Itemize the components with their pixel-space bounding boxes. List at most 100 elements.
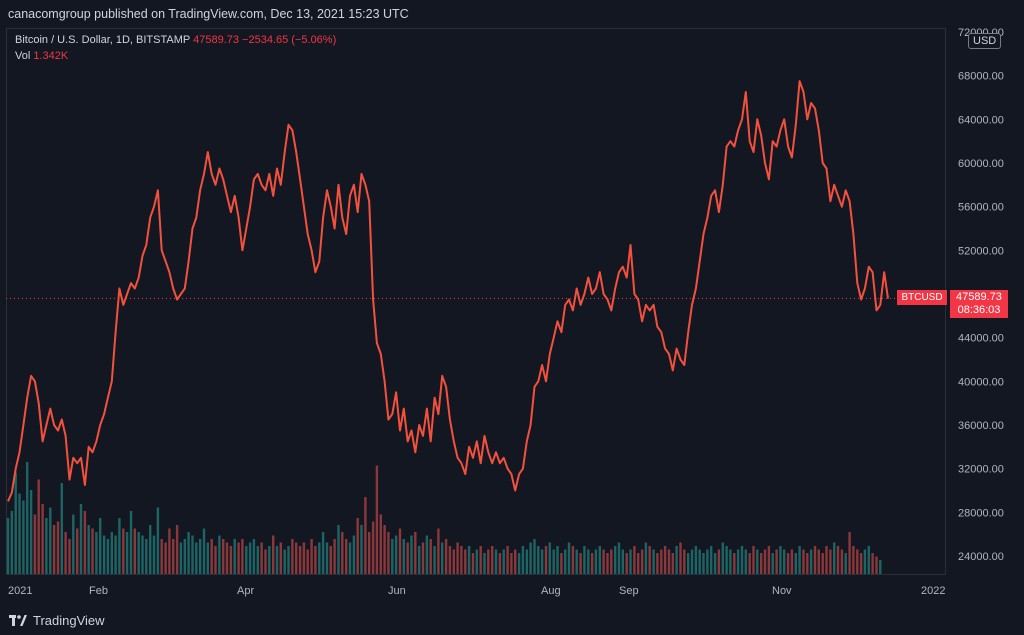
volume-bar [29,490,33,574]
volume-bar [452,549,455,574]
volume-bar [233,539,236,574]
legend-volume-row: Vol 1.342K [15,50,68,62]
legend-price: 47589.73 [193,34,239,46]
volume-bar [483,553,486,574]
volume-bar [33,514,37,574]
volume-bar [560,553,563,574]
volume-bar [172,539,175,574]
volume-bar [164,542,167,574]
volume-bar [272,535,275,574]
volume-bar [76,528,79,574]
x-tick-label: 2021 [8,585,32,597]
volume-bar [590,553,594,574]
volume-bar [329,546,332,574]
volume-bar [863,549,867,574]
volume-bar [175,525,179,574]
legend-symbol-row: Bitcoin / U.S. Dollar, 1D, BITSTAMP 4758… [15,34,336,46]
volume-bar [414,532,417,574]
volume-bar [579,553,582,574]
volume-bar [690,549,694,574]
volume-bar [402,539,405,574]
volume-bar [425,535,429,574]
volume-bar [491,546,494,574]
volume-bar [383,525,386,574]
volume-bar [437,528,440,574]
volume-bar [356,518,359,574]
volume-bar [444,539,448,574]
volume-bar [667,549,671,574]
volume-bar [740,546,744,574]
volume-bar [248,542,252,574]
volume-bar [268,546,271,574]
volume-bar [544,546,548,574]
volume-bar [279,542,282,574]
y-tick-label: 52000.00 [958,245,1004,257]
volume-bar [494,549,498,574]
volume-bar [806,553,809,574]
volume-bar [406,542,409,574]
volume-bar [264,549,267,574]
publish-info: canacomgroup published on TradingView.co… [0,0,1024,30]
volume-bar [91,528,94,574]
volume-bar [840,549,844,574]
tradingview-logo-icon[interactable] [9,614,27,627]
volume-bar [337,525,340,574]
volume-bar [775,549,778,574]
volume-bar [833,542,836,574]
volume-bar [856,549,859,574]
volume-bar [68,539,71,574]
volume-bar [421,542,425,574]
volume-bar [302,542,306,574]
volume-bar [621,549,624,574]
volume-bar [748,553,751,574]
volume-bar [825,546,828,574]
volume-bar [625,553,628,574]
volume-bar [529,542,532,574]
plot-area[interactable] [6,28,946,575]
last-price-value: 47589.73 [956,291,1002,303]
volume-bar [79,504,83,574]
volume-bar [548,542,551,574]
volume-bar [829,549,832,574]
volume-bar [694,546,698,574]
volume-bar [218,535,221,574]
volume-bar [191,535,194,574]
volume-bar [310,539,313,574]
volume-bar [713,553,717,574]
volume-bar [767,546,771,574]
x-tick-label: Jun [388,585,406,597]
volume-bar [291,539,294,574]
currency-button[interactable]: USD [968,33,1002,49]
x-tick-label: Feb [89,585,108,597]
volume-bar [206,542,209,574]
y-tick-label: 56000.00 [958,202,1004,214]
volume-bar [460,546,463,574]
y-tick-label: 24000.00 [958,551,1004,563]
volume-bar [260,542,263,574]
volume-bar [87,525,90,574]
volume-bar [537,546,540,574]
volume-bar [325,542,329,574]
volume-bar [790,549,794,574]
volume-bar [702,553,705,574]
volume-bar [610,549,613,574]
volume-bar [679,542,682,574]
volume-bar [6,518,10,574]
volume-bar [848,532,851,574]
volume-bar [498,553,502,574]
volume-bar [202,528,206,574]
volume-bar [99,518,102,574]
volume-bar [467,546,471,574]
volume-bar [333,539,336,574]
volume-bar [552,549,555,574]
symbol-title: Bitcoin / U.S. Dollar, 1D, BITSTAMP [15,34,191,46]
volume-bar [675,546,678,574]
price-line-layer [7,80,889,502]
volume-bar [379,514,382,574]
volume-bar [14,472,17,574]
volume-bar [717,549,721,574]
volume-bar [152,535,156,574]
volume-bar [660,549,663,574]
